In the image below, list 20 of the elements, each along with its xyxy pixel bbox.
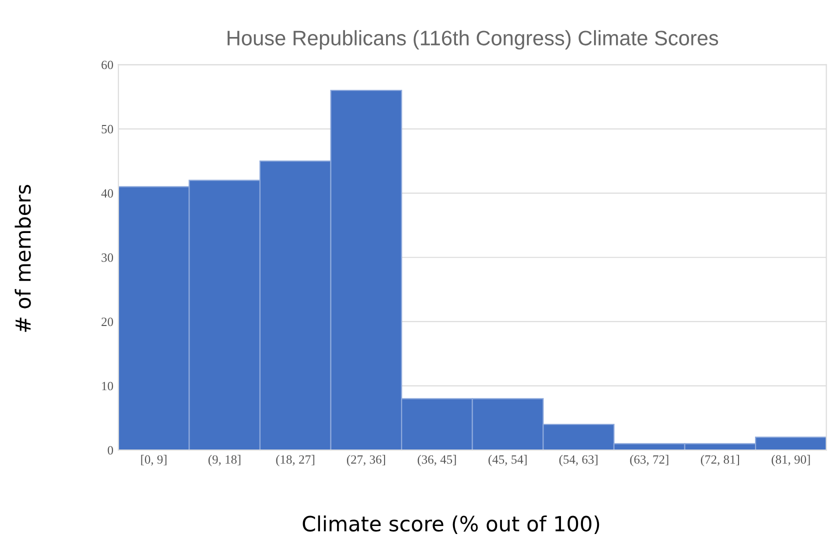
y-tick-label: 20 xyxy=(102,318,114,326)
chart-title: House Republicans (116th Congress) Climate Scores xyxy=(228,30,718,50)
x-tick-label: (63, 72] xyxy=(630,454,668,466)
y-axis-title: # of members xyxy=(14,184,31,332)
x-tick-label: (81, 90] xyxy=(772,454,810,466)
x-tick-label: (18, 27] xyxy=(276,454,314,466)
x-tick-label: (54, 63] xyxy=(559,454,598,466)
x-tick-label: (45, 54] xyxy=(488,454,527,466)
y-tick-label: 10 xyxy=(102,382,114,390)
x-tick-label: (27, 36] xyxy=(346,454,386,466)
x-axis-title: Climate score (% out of 100) xyxy=(302,515,600,534)
y-tick-label: 50 xyxy=(102,124,114,134)
x-tick-label: (36, 45] xyxy=(418,454,456,466)
y-tick-label: 40 xyxy=(101,189,114,198)
x-tick-label: [0, 9] xyxy=(141,454,166,466)
y-tick-label: 0 xyxy=(108,446,114,455)
y-tick-label: 60 xyxy=(102,60,114,70)
y-tick-label: 30 xyxy=(102,253,114,262)
x-tick-label: (9, 18] xyxy=(208,454,240,466)
x-tick-label: (72, 81] xyxy=(700,454,740,466)
